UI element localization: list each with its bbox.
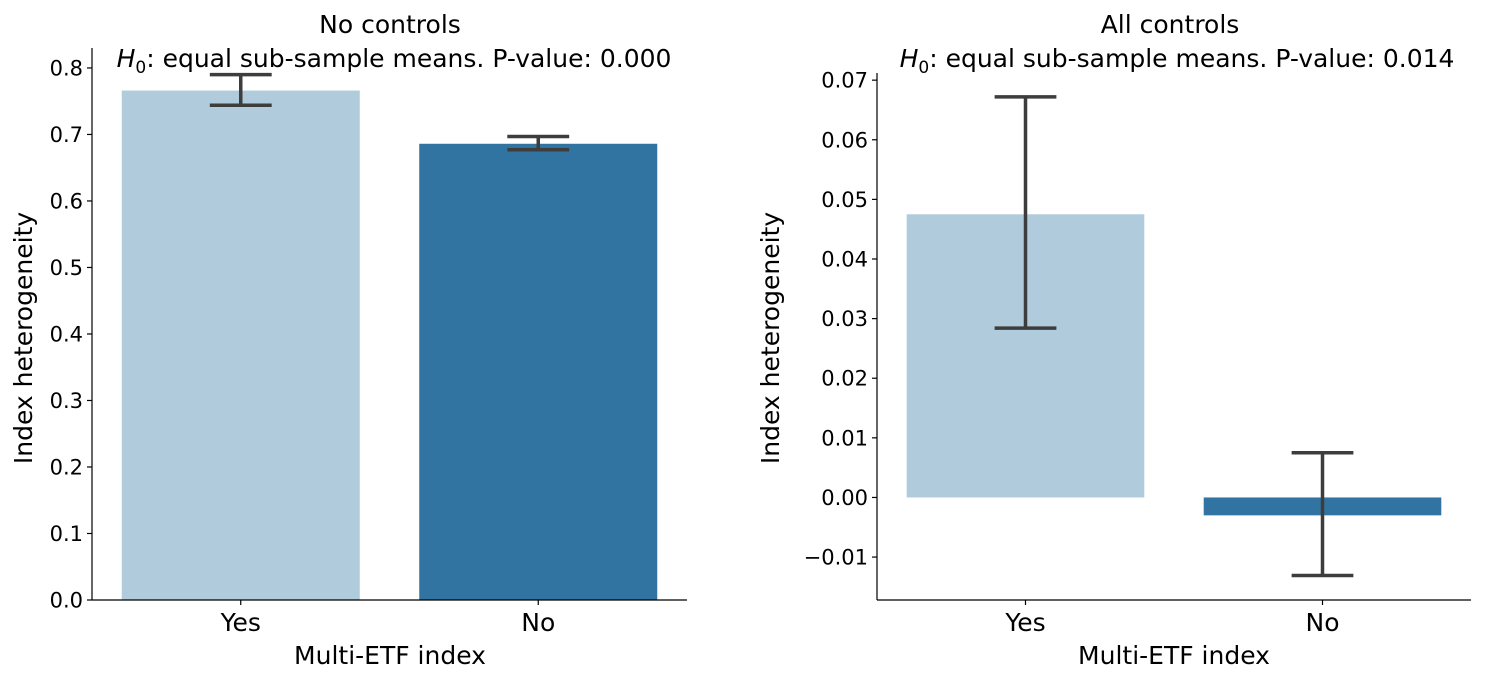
y-tick-label: 0.1	[50, 522, 83, 546]
y-tick-label: −0.01	[804, 546, 868, 570]
x-axis-label: Multi-ETF index	[1078, 641, 1270, 670]
y-tick-label: 0.02	[821, 367, 868, 391]
subtitle-text: : equal sub-sample means. P-value: 0.000	[146, 44, 671, 73]
subtitle-math: H	[900, 44, 919, 73]
y-tick-label: 0.7	[50, 123, 83, 147]
y-tick-label: 0.6	[50, 189, 83, 213]
y-tick-label: 0.07	[821, 69, 868, 93]
y-tick-label: 0.3	[50, 389, 83, 413]
x-tick-label-no: No	[521, 608, 555, 637]
chart-subtitle: H0: equal sub-sample means. P-value: 0.0…	[900, 44, 1455, 78]
y-tick-label: 0.05	[821, 188, 868, 212]
error-bar-yes	[209, 72, 272, 107]
chart-panel-all-controls: All controls H0: equal sub-sample means.…	[756, 10, 1471, 670]
error-bar-no	[507, 134, 570, 152]
y-tick-label: 0.2	[50, 455, 83, 479]
y-tick-label: 0.06	[821, 128, 868, 152]
chart-panel-no-controls: No controls H0: equal sub-sample means. …	[9, 10, 687, 670]
y-tick-label: 0.0	[50, 589, 83, 613]
chart-title: All controls	[1101, 10, 1240, 39]
x-tick-label-no: No	[1306, 608, 1340, 637]
bar-yes	[121, 90, 360, 601]
subtitle-text: : equal sub-sample means. P-value: 0.014	[929, 44, 1454, 73]
x-axis-label: Multi-ETF index	[294, 641, 486, 670]
x-tick-label-yes: Yes	[1004, 608, 1045, 637]
chart-title: No controls	[319, 10, 461, 39]
y-tick-label: 0.03	[821, 307, 868, 331]
subtitle-math: H	[117, 44, 136, 73]
y-tick-label: 0.4	[50, 322, 83, 346]
subtitle-math-subscript: 0	[918, 58, 929, 78]
y-tick-label: 0.01	[821, 426, 868, 450]
y-axis-label: Index heterogeneity	[756, 212, 785, 464]
y-tick-label: 0.00	[821, 486, 868, 510]
x-tick-label-yes: Yes	[220, 608, 261, 637]
y-tick-label: 0.5	[50, 256, 83, 280]
y-tick-label: 0.8	[50, 56, 83, 80]
subtitle-math-subscript: 0	[135, 58, 146, 78]
error-bar-yes	[994, 95, 1057, 330]
error-bar-no	[1291, 451, 1354, 578]
y-tick-label: 0.04	[821, 248, 868, 272]
y-axis-label: Index heterogeneity	[9, 212, 38, 464]
chart-subtitle: H0: equal sub-sample means. P-value: 0.0…	[117, 44, 672, 78]
bar-no	[419, 143, 658, 600]
